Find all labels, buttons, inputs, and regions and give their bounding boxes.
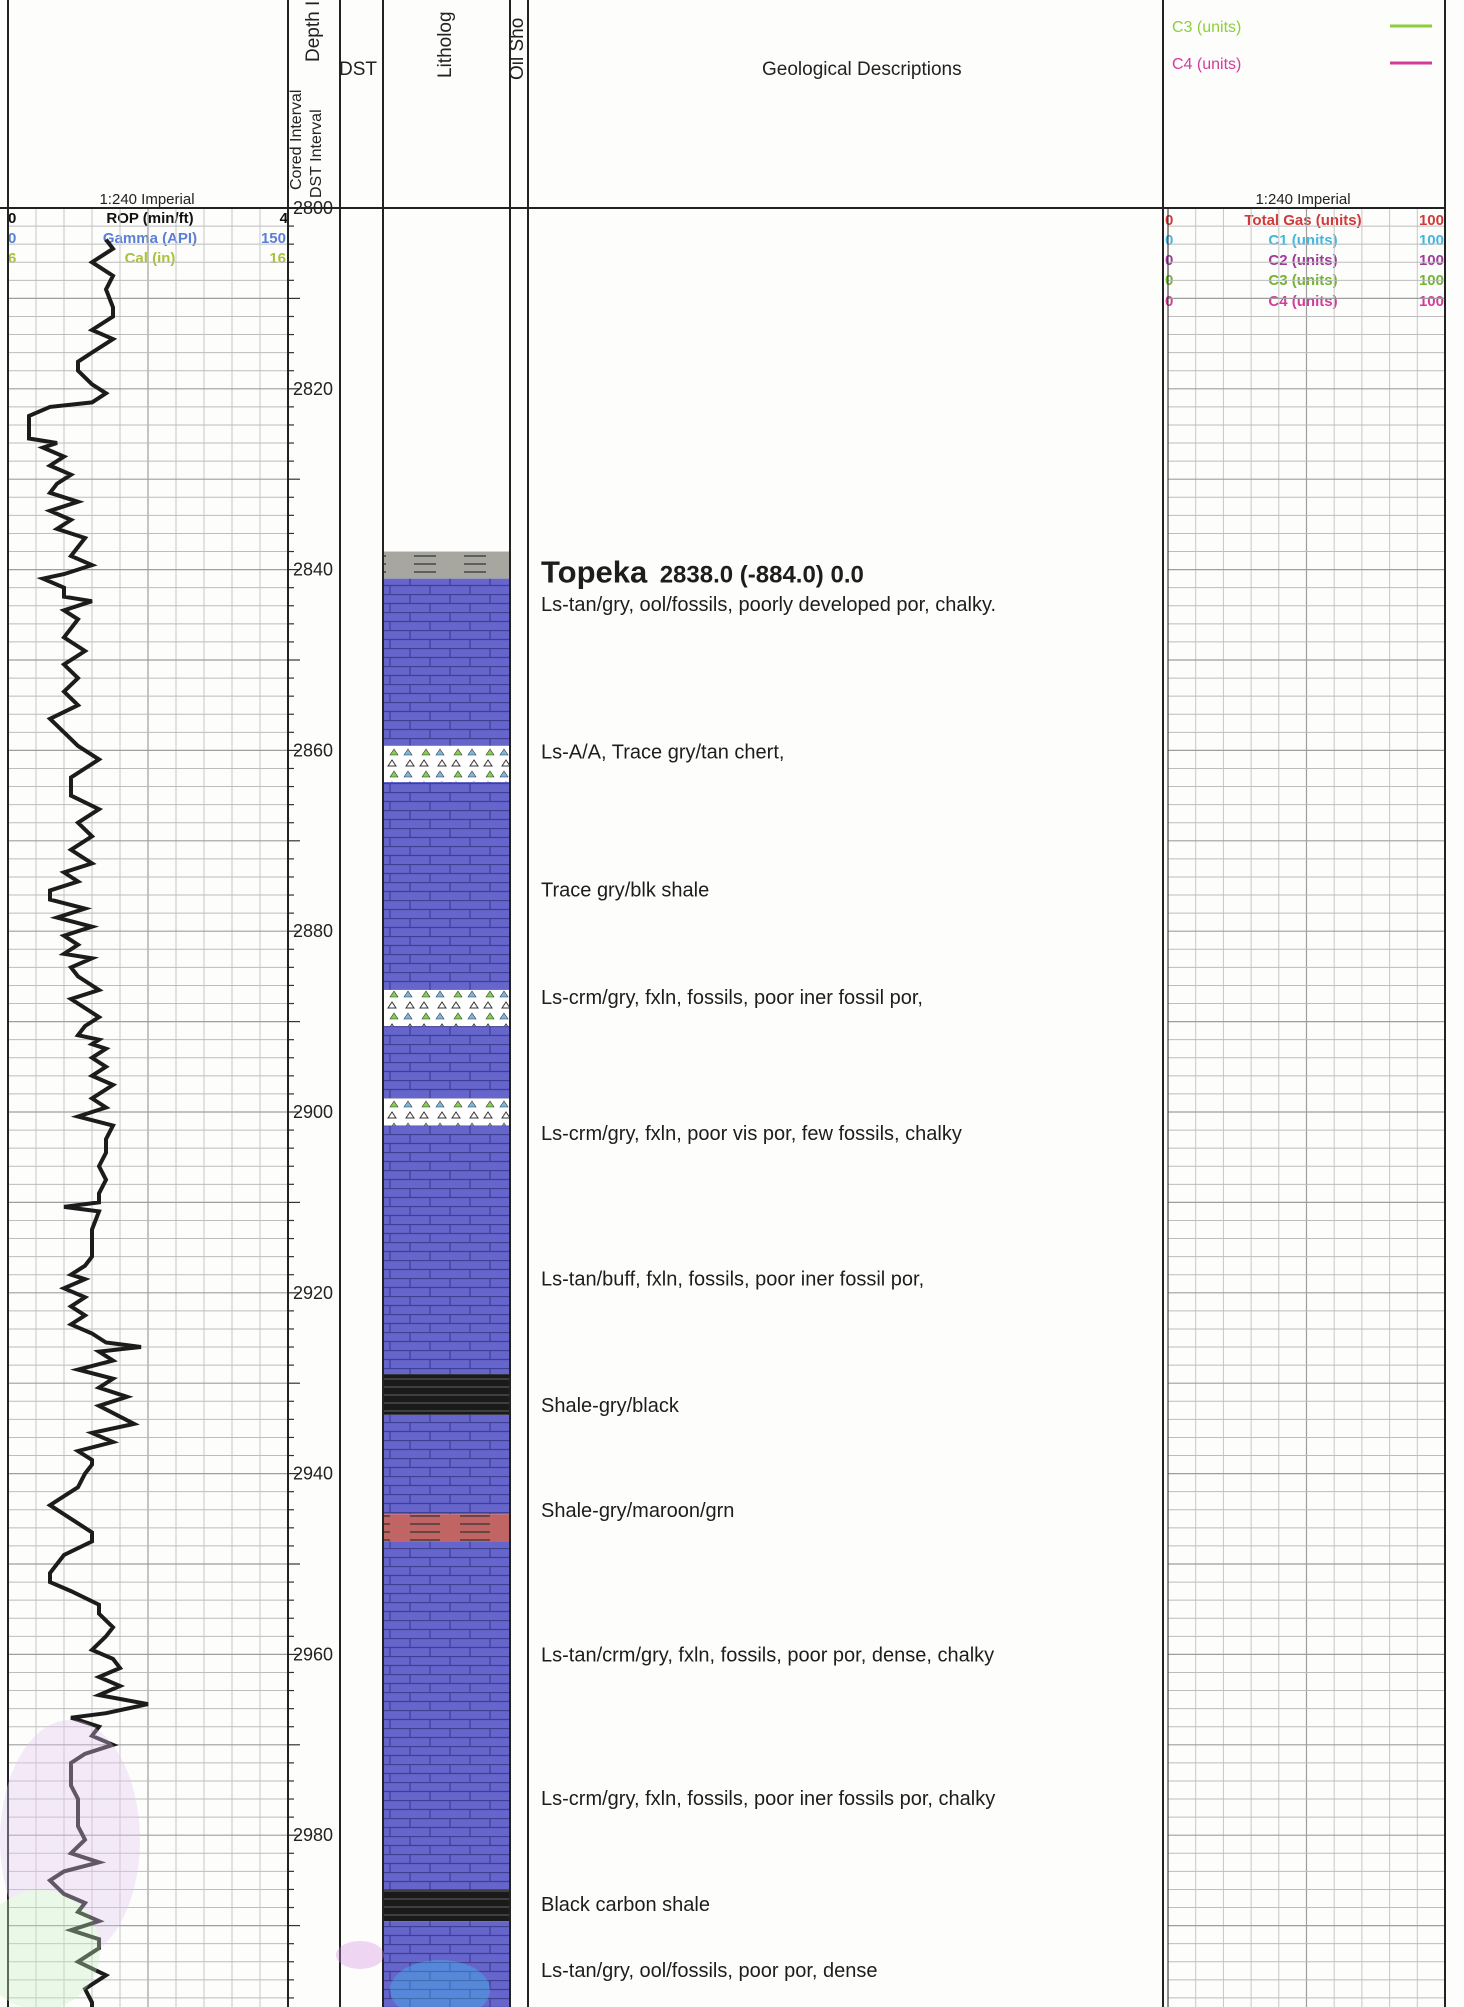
description-3: Ls-crm/gry, fxln, fossils, poor iner fos… — [541, 987, 923, 1009]
right-scale-label: 1:240 Imperial — [1255, 191, 1350, 208]
c2-min: 0 — [1165, 252, 1173, 269]
lithology-limestone — [384, 1414, 510, 1515]
right-track-curve-labels: 0 Total Gas (units) 100 0 C1 (units) 100… — [1165, 212, 1444, 310]
lithology-limestone — [384, 782, 510, 990]
lithology-column — [384, 551, 510, 2007]
c4-label: C4 (units) — [1268, 293, 1337, 310]
cal-max: 16 — [269, 250, 286, 267]
lithology-shale-gray — [384, 551, 510, 579]
header-dst: DST — [339, 59, 377, 80]
header: Geological Descriptions DST Depth I Core… — [99, 1, 1432, 208]
c1-max: 100 — [1419, 232, 1444, 249]
c4-min: 0 — [1165, 293, 1173, 310]
formation-name: Topeka — [541, 554, 648, 589]
depth-label: 2820 — [293, 379, 333, 399]
lithology-chert — [384, 745, 510, 783]
legend-c4-label: C4 (units) — [1172, 56, 1241, 73]
paper-stain — [0, 1720, 490, 2007]
formation-info: 2838.0 (-884.0) 0.0 — [660, 561, 864, 588]
lithology-shale-black — [384, 1889, 510, 1922]
gamma-max: 150 — [261, 230, 286, 247]
depth-label: 2960 — [293, 1644, 333, 1664]
description-5: Ls-tan/buff, fxln, fossils, poor iner fo… — [541, 1268, 924, 1290]
left-scale-label: 1:240 Imperial — [99, 191, 194, 208]
depth-label: 2900 — [293, 1102, 333, 1122]
description-11: Ls-tan/gry, ool/fossils, poor por, dense — [541, 1960, 877, 1982]
c4-max: 100 — [1419, 293, 1444, 310]
lithology-limestone — [384, 1921, 510, 2007]
total-gas-max: 100 — [1419, 212, 1444, 229]
rop-min: 0 — [8, 210, 16, 227]
depth-label: 2920 — [293, 1283, 333, 1303]
total-gas-label: Total Gas (units) — [1244, 212, 1361, 229]
c1-min: 0 — [1165, 232, 1173, 249]
legend-c3-label: C3 (units) — [1172, 19, 1241, 36]
header-lithology: Litholog — [435, 11, 456, 78]
description-4: Ls-crm/gry, fxln, poor vis por, few foss… — [541, 1123, 962, 1145]
header-cored-interval: Cored Interval — [288, 90, 305, 191]
rop-curve — [27, 238, 149, 2007]
lithology-shale-maroon — [384, 1514, 510, 1542]
description-6: Shale-gry/black — [541, 1395, 680, 1417]
lithology-limestone — [384, 1125, 510, 1375]
rop-max: 4 — [280, 210, 289, 227]
description-10: Black carbon shale — [541, 1894, 710, 1916]
lithology-shale-black — [384, 1374, 510, 1415]
rop-label: ROP (min/ft) — [106, 210, 193, 227]
depth-label: 2980 — [293, 1825, 333, 1845]
description-1: Ls-A/A, Trace gry/tan chert, — [541, 741, 784, 763]
header-oil-show: Oil Sho — [507, 18, 528, 80]
c1-label: C1 (units) — [1268, 232, 1337, 249]
description-9: Ls-crm/gry, fxln, fossils, poor iner fos… — [541, 1788, 995, 1810]
depth-label: 2880 — [293, 921, 333, 941]
header-geological-descriptions: Geological Descriptions — [762, 59, 962, 80]
lithology-chert — [384, 1098, 510, 1126]
lithology-limestone — [384, 1541, 510, 1890]
total-gas-min: 0 — [1165, 212, 1173, 229]
formation-top-label: Topeka 2838.0 (-884.0) 0.0 — [541, 554, 864, 589]
c2-label: C2 (units) — [1268, 252, 1337, 269]
lithology-chert — [384, 989, 510, 1027]
description-8: Ls-tan/crm/gry, fxln, fossils, poor por,… — [541, 1644, 994, 1666]
c2-max: 100 — [1419, 252, 1444, 269]
gamma-label: Gamma (API) — [103, 230, 197, 247]
header-dst-interval: DST Interval — [308, 109, 325, 198]
description-0: Ls-tan/gry, ool/fossils, poorly develope… — [541, 594, 996, 616]
left-track-curve-labels: 0 ROP (min/ft) 4 0 Gamma (API) 150 6 Cal… — [8, 210, 289, 267]
lithology-limestone — [384, 1026, 510, 1099]
depth-label: 2940 — [293, 1464, 333, 1484]
cal-label: Cal (in) — [125, 250, 176, 267]
depth-label: 2860 — [293, 740, 333, 760]
cal-min: 6 — [8, 250, 16, 267]
geological-descriptions: Topeka 2838.0 (-884.0) 0.0 Ls-tan/gry, o… — [541, 554, 996, 1982]
gamma-min: 0 — [8, 230, 16, 247]
depth-label: 2840 — [293, 560, 333, 580]
right-track-grid — [1168, 207, 1445, 2007]
description-2: Trace gry/blk shale — [541, 880, 709, 902]
description-7: Shale-gry/maroon/grn — [541, 1500, 734, 1522]
left-track-grid — [8, 207, 288, 2007]
header-depth: Depth I — [303, 1, 324, 62]
rop-curve-line — [27, 238, 149, 2007]
lithology-limestone — [384, 578, 510, 746]
